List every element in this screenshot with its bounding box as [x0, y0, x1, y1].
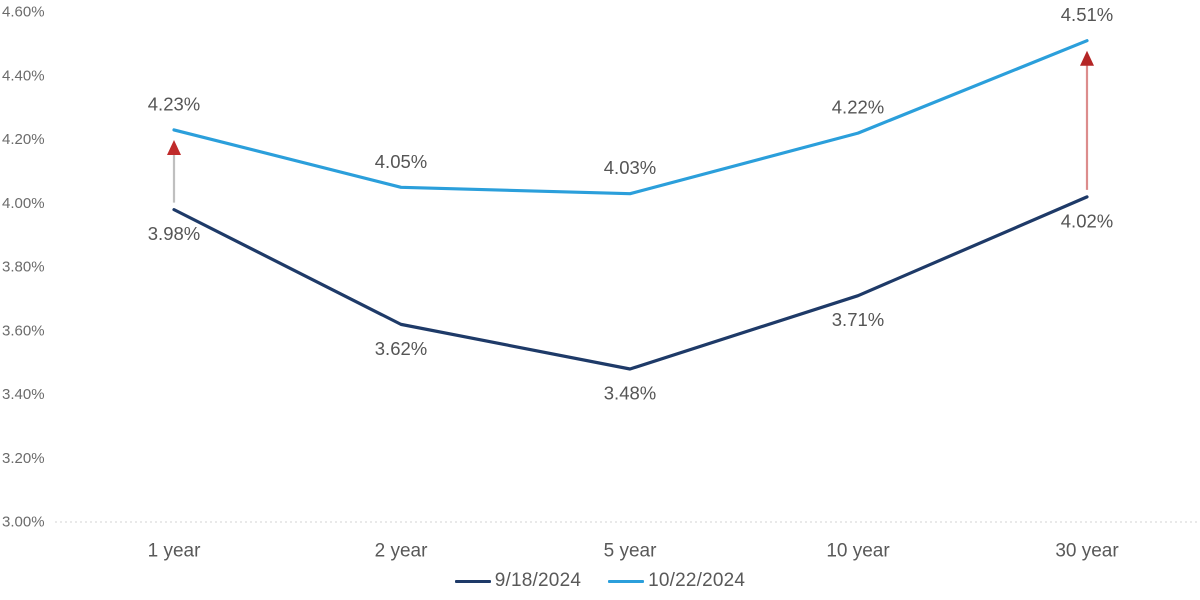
x-axis-tick-label: 1 year	[148, 541, 201, 562]
data-point-label: 4.51%	[1061, 4, 1113, 25]
y-axis-tick-label: 3.20%	[2, 450, 45, 467]
data-point-label: 3.62%	[375, 338, 427, 359]
data-point-label: 3.48%	[604, 383, 656, 404]
data-point-label: 4.02%	[1061, 210, 1113, 231]
y-axis-tick-label: 4.20%	[2, 131, 45, 148]
up-arrow-head	[167, 139, 181, 155]
x-axis-tick-label: 2 year	[375, 541, 428, 562]
x-axis-tick-label: 10 year	[826, 541, 890, 562]
y-axis-tick-label: 4.60%	[2, 4, 45, 21]
legend-item-9-18-2024: 9/18/2024	[454, 570, 582, 592]
chart-legend: 9/18/2024 10/22/2024	[0, 562, 1200, 600]
up-arrow-head	[1080, 50, 1094, 66]
data-point-label: 3.71%	[832, 309, 884, 330]
series-line-9-18-2024	[172, 195, 1089, 371]
data-point-label: 3.98%	[148, 223, 200, 244]
data-point-label: 4.23%	[148, 93, 200, 114]
y-axis-tick-label: 3.00%	[2, 514, 45, 531]
legend-item-10-22-2024: 10/22/2024	[608, 570, 745, 592]
data-point-label: 4.22%	[832, 97, 884, 118]
data-point-label: 4.05%	[375, 151, 427, 172]
legend-label: 9/18/2024	[494, 570, 582, 591]
y-axis-tick-label: 4.00%	[2, 195, 45, 212]
legend-line-swatch	[454, 579, 491, 583]
chart-canvas: 3.00% 3.20% 3.40% 3.60% 3.80% 4.00% 4.20% 4.40%…	[2, 4, 1200, 562]
y-axis-tick-label: 3.60%	[2, 322, 45, 339]
legend-line-swatch	[608, 579, 645, 583]
series-line-10-22-2024	[172, 39, 1089, 196]
legend-label: 10/22/2024	[648, 570, 746, 591]
x-axis-tick-label: 30 year	[1055, 541, 1119, 562]
y-axis-tick-label: 4.40%	[2, 67, 45, 84]
data-point-label: 4.03%	[604, 157, 656, 178]
y-axis-tick-label: 3.80%	[2, 259, 45, 276]
x-axis-tick-label: 5 year	[604, 541, 657, 562]
y-axis-tick-label: 3.40%	[2, 386, 45, 403]
